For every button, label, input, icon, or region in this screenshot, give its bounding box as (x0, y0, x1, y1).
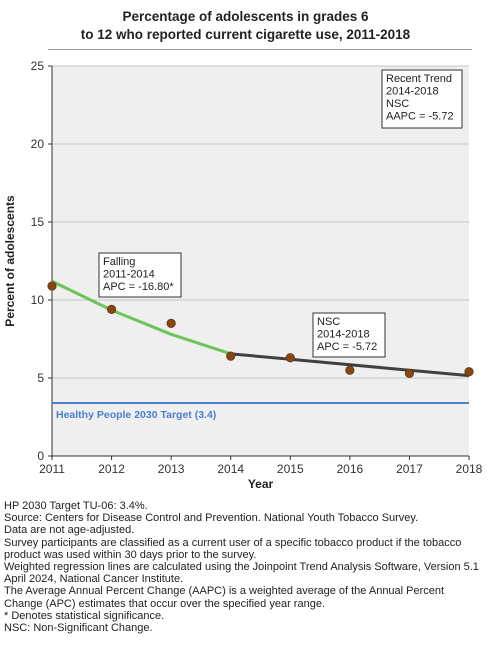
annotation-text: 2011-2014 (103, 269, 155, 281)
note-source: Source: Centers for Disease Control and … (4, 512, 419, 525)
data-point (404, 368, 415, 378)
y-tick-label: 0 (37, 449, 44, 463)
annotation-text: 2014-2018 (386, 86, 439, 98)
x-tick-label: 2017 (396, 462, 423, 476)
note-significance: * Denotes statistical significance. (4, 609, 165, 622)
x-axis-label: Year (248, 477, 274, 491)
x-tick-label: 2011 (39, 462, 65, 476)
annotation-text: NSC (386, 98, 409, 110)
data-point (285, 353, 295, 363)
annotation-text: Falling (103, 256, 135, 268)
chart-svg: 0 5 10 15 20 25 2011 2012 2013 2014 2015 2016 2017 20… (3, 59, 483, 491)
x-tick-label: 2012 (98, 462, 125, 476)
chart-title-line-1: Percentage of adolescents in grades 6 (122, 9, 369, 24)
annotation-text: NSC (317, 316, 340, 328)
y-tick-label: 15 (31, 215, 45, 229)
data-point (166, 318, 176, 328)
note-regression: Weighted regression lines are calculated… (4, 561, 479, 586)
annotation-frame (98, 252, 182, 298)
data-point (47, 281, 57, 291)
y-axis-label: Percent of adolescents (3, 195, 17, 327)
chart-title-line-2: to 12 who reported current cigarette use… (80, 27, 411, 42)
data-point (464, 367, 474, 377)
x-tick-label: 2013 (158, 462, 185, 476)
note-nsc: NSC: Non-Significant Change. (4, 622, 153, 635)
y-tick-label: 5 (37, 371, 44, 385)
x-tick-label: 2014 (217, 462, 244, 476)
annotation-text: AAPC = -5.72 (386, 111, 454, 123)
note-age-adjusted: Data are not age-adjusted. (4, 524, 135, 537)
annotation-text: Recent Trend (386, 73, 452, 85)
data-point (345, 365, 355, 375)
y-tick-label: 20 (31, 137, 45, 151)
note-target: HP 2030 Target TU-06: 3.4%. (4, 500, 148, 512)
annotation-text: APC = -5.72 (317, 341, 377, 353)
data-point (106, 304, 117, 314)
x-tick-label: 2015 (277, 462, 304, 476)
y-tick-label: 10 (31, 293, 45, 307)
x-tick-label: 2018 (456, 462, 483, 476)
chart-title: Percentage of adolescents in grades 6 to… (0, 8, 491, 44)
annotation-frame (381, 69, 463, 129)
title-divider (48, 49, 472, 50)
trend-segment (230, 352, 470, 378)
annotation-text: APC = -16.80* (103, 281, 174, 293)
annotation-frame (312, 312, 386, 358)
x-tick-label: 2016 (337, 462, 364, 476)
chart-notes: HP 2030 Target TU-06: 3.4%. Source: Cent… (4, 500, 484, 634)
y-tick-label: 25 (31, 59, 45, 73)
note-survey-definition: Survey participants are classified as a … (4, 536, 462, 561)
data-point (226, 351, 236, 361)
note-aapc: The Average Annual Percent Change (AAPC)… (4, 585, 445, 610)
target-label: Healthy People 2030 Target (3.4) (56, 409, 216, 421)
trend-segment (51, 279, 232, 356)
annotation-text: 2014-2018 (317, 329, 370, 341)
